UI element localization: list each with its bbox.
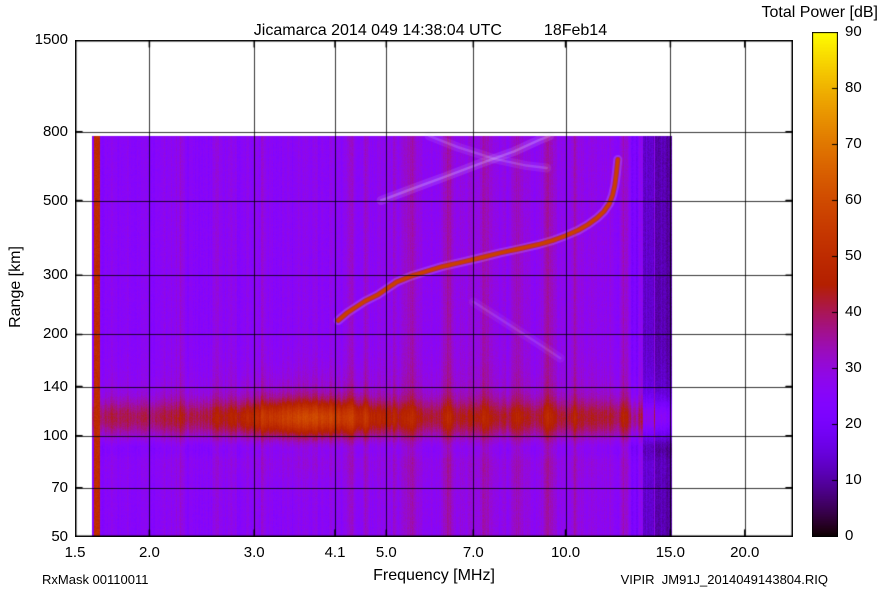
y-tick-label: 500 — [42, 191, 68, 209]
date-text: 18Feb14 — [543, 22, 608, 39]
x-tick-label: 10.0 — [550, 544, 581, 561]
x-axis-label: Frequency [MHz] — [373, 567, 495, 584]
heatmap-canvas — [75, 40, 793, 537]
x-tick-label: 15.0 — [655, 544, 685, 561]
rxmask-label: RxMask 00110011 — [42, 572, 149, 587]
x-tick-label: 7.0 — [462, 544, 484, 561]
x-tick-label: 3.0 — [243, 544, 265, 561]
colorbar-tick-label: 70 — [845, 135, 862, 152]
data-file-label: VIPIR JM91J_2014049143804.RIQ — [620, 572, 828, 587]
y-tick-label: 800 — [42, 122, 68, 140]
colorbar-canvas — [812, 32, 838, 537]
y-tick-label: 140 — [42, 377, 68, 395]
colorbar-title: Total Power [dB] — [761, 4, 879, 21]
y-tick-label: 300 — [42, 266, 68, 284]
colorbar-tick-label: 20 — [845, 415, 862, 432]
y-axis-label: Range [km] — [7, 246, 24, 328]
y-tick-label: 50 — [51, 528, 68, 545]
colorbar-tick-label: 30 — [845, 359, 862, 376]
colorbar-tick-label: 10 — [845, 471, 862, 488]
y-tick-label: 100 — [42, 426, 68, 444]
colorbar-tick-label: 90 — [845, 23, 862, 40]
x-tick-label: 20.0 — [730, 544, 760, 561]
plot-title: Jicamarca 2014 049 14:38:04 UTC 18Feb14 — [236, 4, 607, 58]
x-tick-label: 2.0 — [138, 544, 160, 561]
colorbar-tick-label: 40 — [845, 303, 862, 320]
title-text: Jicamarca 2014 049 14:38:04 UTC — [253, 22, 502, 39]
y-tick-label: 200 — [42, 325, 68, 343]
colorbar-tick-label: 50 — [845, 247, 862, 264]
x-tick-label: 4.1 — [324, 544, 346, 561]
y-tick-label: 1500 — [34, 31, 68, 48]
x-tick-label: 1.5 — [64, 544, 86, 561]
colorbar-tick-label: 60 — [845, 191, 862, 208]
colorbar-tick-label: 0 — [845, 527, 854, 544]
y-tick-label: 70 — [51, 478, 68, 496]
x-tick-label: 5.0 — [375, 544, 397, 561]
colorbar-tick-label: 80 — [845, 79, 862, 96]
